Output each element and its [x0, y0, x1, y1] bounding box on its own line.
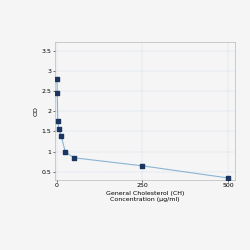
Point: [72, 156, 76, 160]
Point: [226, 176, 230, 180]
Y-axis label: OD: OD: [34, 106, 39, 116]
Point: [140, 164, 144, 168]
Point: [63, 150, 67, 154]
X-axis label: General Cholesterol (CH)
Concentration (μg/ml): General Cholesterol (CH) Concentration (…: [106, 191, 184, 202]
Point: [55, 77, 59, 81]
Point: [59, 134, 63, 138]
Point: [55, 91, 59, 95]
Point: [57, 128, 61, 132]
Point: [56, 119, 60, 123]
